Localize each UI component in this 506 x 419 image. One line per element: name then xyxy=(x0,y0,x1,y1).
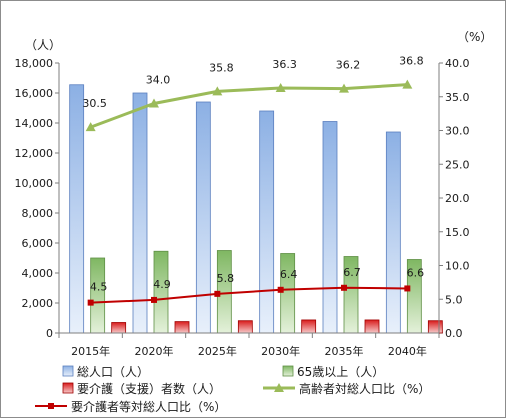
x-tick-label: 2025年 xyxy=(198,344,237,358)
left-tick-label: 2,000 xyxy=(22,297,54,310)
bar xyxy=(132,92,148,334)
data-label: 35.8 xyxy=(209,61,234,74)
x-tick-label: 2015年 xyxy=(71,344,110,358)
data-labels: 30.5 34.0 35.8 36.3 36.2 36.8 4.5 4.9 5.8 6.4 6.7 6… xyxy=(82,55,424,294)
right-axis-ticks: 0.0 5.0 10.0 15.0 20.0 25.0 30.0 35.0 40.0 xyxy=(439,57,470,340)
data-label: 36.8 xyxy=(399,55,424,68)
data-label: 4.9 xyxy=(153,278,171,291)
bar xyxy=(174,321,190,334)
bar xyxy=(280,253,296,334)
series-line xyxy=(90,83,408,129)
legend-label-care-ratio: 要介護者等対総人口比（%） xyxy=(71,399,226,414)
data-label: 6.7 xyxy=(343,266,361,279)
left-tick-label: 18,000 xyxy=(15,57,54,70)
point xyxy=(339,83,349,93)
bar xyxy=(301,319,317,334)
left-tick-label: 12,000 xyxy=(15,147,54,160)
x-tick-label: 2040年 xyxy=(388,344,427,358)
right-tick-label: 35.0 xyxy=(445,91,470,104)
legend-label-total-population: 総人口（人） xyxy=(77,365,149,379)
data-label: 34.0 xyxy=(146,74,171,87)
point xyxy=(87,299,94,306)
bar xyxy=(69,84,85,334)
right-tick-label: 10.0 xyxy=(445,260,470,273)
right-tick-label: 20.0 xyxy=(445,192,470,205)
x-tick-label: 2020年 xyxy=(135,344,174,358)
x-tick-label: 2030年 xyxy=(261,344,300,358)
right-tick-label: 40.0 xyxy=(445,57,470,70)
bar xyxy=(427,320,443,334)
point xyxy=(275,82,286,92)
left-tick-label: 8,000 xyxy=(22,207,54,220)
data-label: 30.5 xyxy=(82,97,107,110)
bar xyxy=(237,320,253,334)
point xyxy=(341,284,347,291)
legend-marker-square xyxy=(48,403,54,409)
legend-item-care-ratio[interactable]: 要介護者等対総人口比（%） xyxy=(35,399,226,414)
bars xyxy=(69,84,443,334)
line-series xyxy=(85,79,413,306)
legend-item-total-population[interactable]: 総人口（人） xyxy=(62,365,149,379)
point xyxy=(404,285,411,292)
legend-swatch-red xyxy=(62,382,74,394)
bar xyxy=(322,121,338,334)
legend-item-care-recipients[interactable]: 要介護（支援）者数（人） xyxy=(62,381,221,396)
bar xyxy=(259,110,275,334)
left-tick-label: 16,000 xyxy=(15,87,54,100)
bar xyxy=(385,131,401,334)
legend-item-65plus[interactable]: 65歳以上（人） xyxy=(282,365,384,379)
point xyxy=(277,286,284,293)
left-tick-label: 6,000 xyxy=(22,237,54,250)
legend: 総人口（人） 65歳以上（人） 要介護（支援）者数（人） 高齢者対総人口比（%）… xyxy=(35,365,430,414)
data-label: 5.8 xyxy=(217,272,235,285)
data-label: 6.6 xyxy=(407,266,425,279)
bar xyxy=(111,322,127,334)
left-axis-unit: （人） xyxy=(25,38,61,52)
x-axis-ticks: 2015年 2020年 2025年 2030年 2035年 2040年 xyxy=(58,333,440,358)
point xyxy=(85,122,96,132)
series-line xyxy=(90,286,408,304)
legend-label-elderly-ratio: 高齢者対総人口比（%） xyxy=(299,381,430,396)
bar xyxy=(364,319,380,334)
point xyxy=(212,86,223,96)
data-label: 4.5 xyxy=(90,281,108,294)
left-tick-label: 14,000 xyxy=(15,117,54,130)
right-tick-label: 0.0 xyxy=(445,327,463,340)
point xyxy=(214,290,221,297)
right-tick-label: 25.0 xyxy=(445,158,470,171)
left-axis-ticks: 0 2,000 4,000 6,000 8,000 10,000 12,000 14,000 1… xyxy=(15,57,59,340)
right-axis-unit: （%） xyxy=(457,30,492,44)
point xyxy=(402,79,413,89)
legend-marker-triangle xyxy=(274,383,284,392)
legend-swatch-green xyxy=(282,365,294,377)
right-tick-label: 30.0 xyxy=(445,125,470,138)
left-tick-label: 10,000 xyxy=(15,177,54,190)
right-tick-label: 15.0 xyxy=(445,226,470,239)
bar xyxy=(195,101,211,334)
point xyxy=(149,98,159,108)
bar xyxy=(153,250,169,334)
data-label: 36.3 xyxy=(272,58,297,71)
legend-label-care-recipients: 要介護（支援）者数（人） xyxy=(77,381,221,396)
point xyxy=(151,296,157,303)
left-tick-label: 4,000 xyxy=(22,267,54,280)
legend-item-elderly-ratio[interactable]: 高齢者対総人口比（%） xyxy=(263,381,430,396)
data-label: 36.2 xyxy=(336,59,361,72)
x-tick-label: 2035年 xyxy=(325,344,364,358)
right-tick-label: 5.0 xyxy=(445,293,463,306)
legend-label-65plus: 65歳以上（人） xyxy=(297,365,384,379)
left-tick-label: 0 xyxy=(46,327,53,340)
bar xyxy=(90,257,106,334)
data-label: 6.4 xyxy=(280,268,298,281)
legend-swatch-blue xyxy=(62,365,74,377)
